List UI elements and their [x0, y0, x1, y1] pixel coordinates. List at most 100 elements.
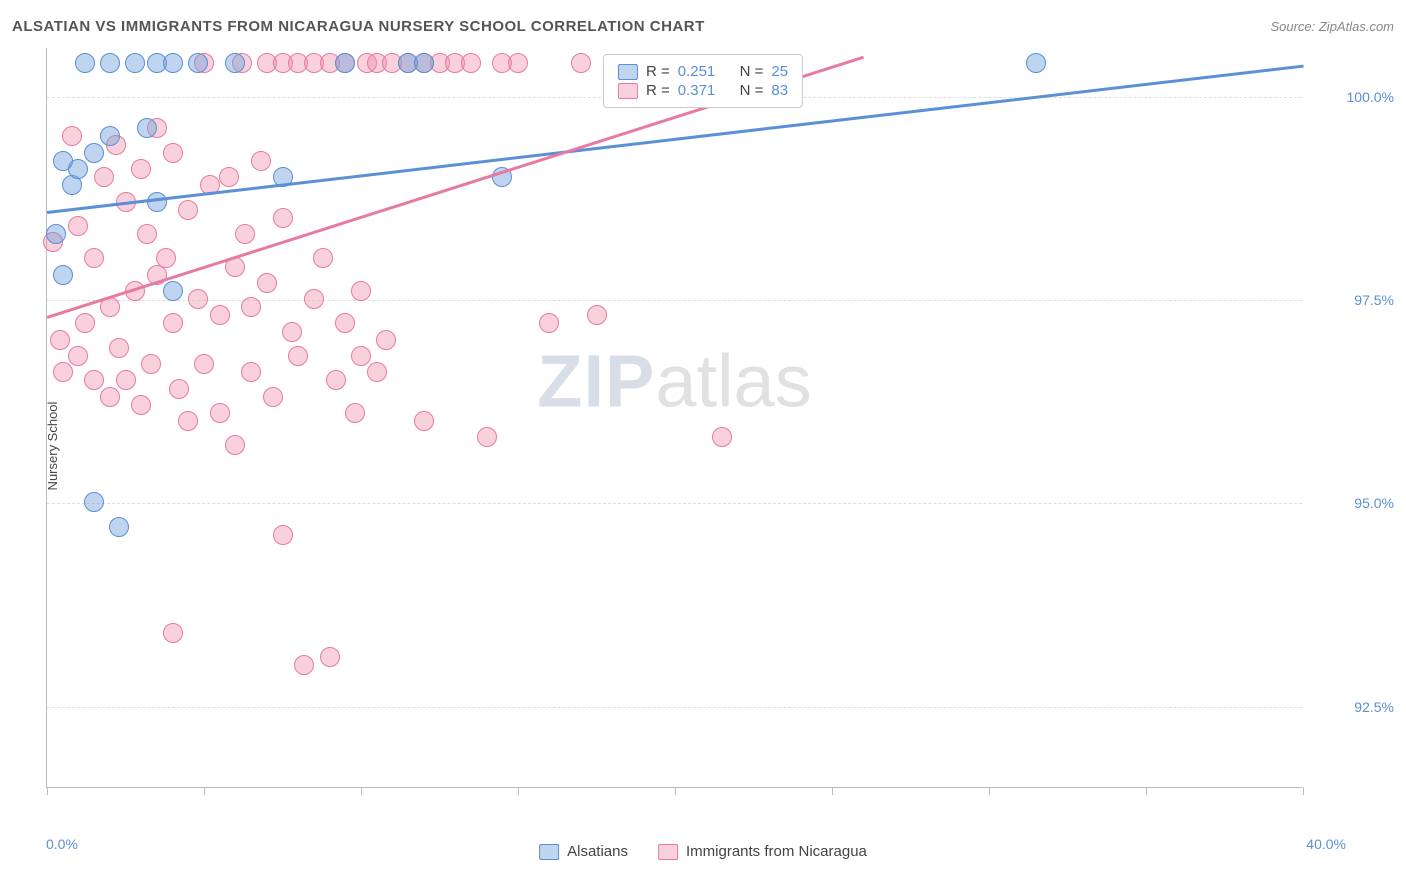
- watermark-zip: ZIP: [537, 339, 655, 422]
- r-value-pink: 0.371: [678, 82, 716, 99]
- data-point-blue: [163, 281, 183, 301]
- data-point-pink: [257, 273, 277, 293]
- gridline: [47, 707, 1302, 708]
- swatch-blue: [539, 844, 559, 860]
- data-point-pink: [62, 126, 82, 146]
- legend-label-blue: Alsatians: [567, 843, 628, 860]
- x-tick: [675, 787, 676, 795]
- legend-row-pink: R = 0.371 N = 83: [618, 82, 788, 99]
- data-point-pink: [313, 248, 333, 268]
- data-point-pink: [251, 151, 271, 171]
- series-legend: Alsatians Immigrants from Nicaragua: [539, 843, 867, 860]
- data-point-blue: [125, 53, 145, 73]
- legend-item-pink: Immigrants from Nicaragua: [658, 843, 867, 860]
- data-point-pink: [712, 427, 732, 447]
- data-point-pink: [367, 362, 387, 382]
- x-tick: [832, 787, 833, 795]
- data-point-pink: [508, 53, 528, 73]
- x-tick: [47, 787, 48, 795]
- data-point-pink: [100, 387, 120, 407]
- x-tick: [518, 787, 519, 795]
- data-point-pink: [282, 322, 302, 342]
- r-prefix: R =: [646, 82, 670, 99]
- chart-title: ALSATIAN VS IMMIGRANTS FROM NICARAGUA NU…: [12, 18, 705, 35]
- data-point-blue: [163, 53, 183, 73]
- n-prefix: N =: [740, 63, 764, 80]
- y-tick-label: 92.5%: [1354, 699, 1394, 715]
- data-point-pink: [335, 313, 355, 333]
- data-point-pink: [539, 313, 559, 333]
- data-point-blue: [84, 143, 104, 163]
- x-tick: [1146, 787, 1147, 795]
- data-point-pink: [477, 427, 497, 447]
- x-tick: [989, 787, 990, 795]
- r-prefix: R =: [646, 63, 670, 80]
- data-point-pink: [210, 305, 230, 325]
- data-point-pink: [156, 248, 176, 268]
- data-point-blue: [109, 517, 129, 537]
- data-point-pink: [131, 395, 151, 415]
- data-point-pink: [376, 330, 396, 350]
- data-point-pink: [188, 289, 208, 309]
- data-point-blue: [414, 53, 434, 73]
- data-point-blue: [100, 126, 120, 146]
- y-tick-label: 100.0%: [1347, 89, 1394, 105]
- data-point-blue: [225, 53, 245, 73]
- gridline: [47, 300, 1302, 301]
- data-point-pink: [163, 143, 183, 163]
- data-point-pink: [53, 362, 73, 382]
- watermark-atlas: atlas: [655, 339, 811, 422]
- legend-label-pink: Immigrants from Nicaragua: [686, 843, 867, 860]
- data-point-pink: [178, 200, 198, 220]
- data-point-pink: [235, 224, 255, 244]
- data-point-pink: [320, 647, 340, 667]
- data-point-pink: [94, 167, 114, 187]
- data-point-blue: [46, 224, 66, 244]
- correlation-legend: R = 0.251 N = 25 R = 0.371 N = 83: [603, 54, 803, 108]
- watermark: ZIPatlas: [537, 338, 811, 423]
- data-point-pink: [131, 159, 151, 179]
- legend-item-blue: Alsatians: [539, 843, 628, 860]
- data-point-blue: [188, 53, 208, 73]
- data-point-pink: [288, 346, 308, 366]
- y-tick-label: 95.0%: [1354, 495, 1394, 511]
- swatch-pink: [618, 83, 638, 99]
- swatch-blue: [618, 64, 638, 80]
- data-point-blue: [75, 53, 95, 73]
- data-point-pink: [163, 313, 183, 333]
- swatch-pink: [658, 844, 678, 860]
- data-point-pink: [225, 435, 245, 455]
- data-point-pink: [414, 411, 434, 431]
- legend-row-blue: R = 0.251 N = 25: [618, 63, 788, 80]
- data-point-pink: [68, 346, 88, 366]
- data-point-pink: [84, 248, 104, 268]
- data-point-blue: [53, 265, 73, 285]
- data-point-pink: [304, 289, 324, 309]
- x-tick-min: 0.0%: [46, 836, 78, 852]
- data-point-pink: [210, 403, 230, 423]
- data-point-blue: [137, 118, 157, 138]
- data-point-pink: [194, 354, 214, 374]
- data-point-blue: [84, 492, 104, 512]
- data-point-pink: [571, 53, 591, 73]
- data-point-pink: [169, 379, 189, 399]
- data-point-pink: [294, 655, 314, 675]
- data-point-pink: [141, 354, 161, 374]
- data-point-pink: [75, 313, 95, 333]
- data-point-pink: [351, 346, 371, 366]
- data-point-pink: [178, 411, 198, 431]
- data-point-blue: [335, 53, 355, 73]
- data-point-pink: [84, 370, 104, 390]
- x-tick: [1303, 787, 1304, 795]
- data-point-blue: [68, 159, 88, 179]
- n-value-pink: 83: [771, 82, 788, 99]
- x-tick-max: 40.0%: [1306, 836, 1346, 852]
- gridline: [47, 503, 1302, 504]
- data-point-pink: [587, 305, 607, 325]
- data-point-blue: [100, 53, 120, 73]
- data-point-pink: [109, 338, 129, 358]
- n-prefix: N =: [740, 82, 764, 99]
- data-point-pink: [273, 525, 293, 545]
- n-value-blue: 25: [771, 63, 788, 80]
- data-point-pink: [241, 297, 261, 317]
